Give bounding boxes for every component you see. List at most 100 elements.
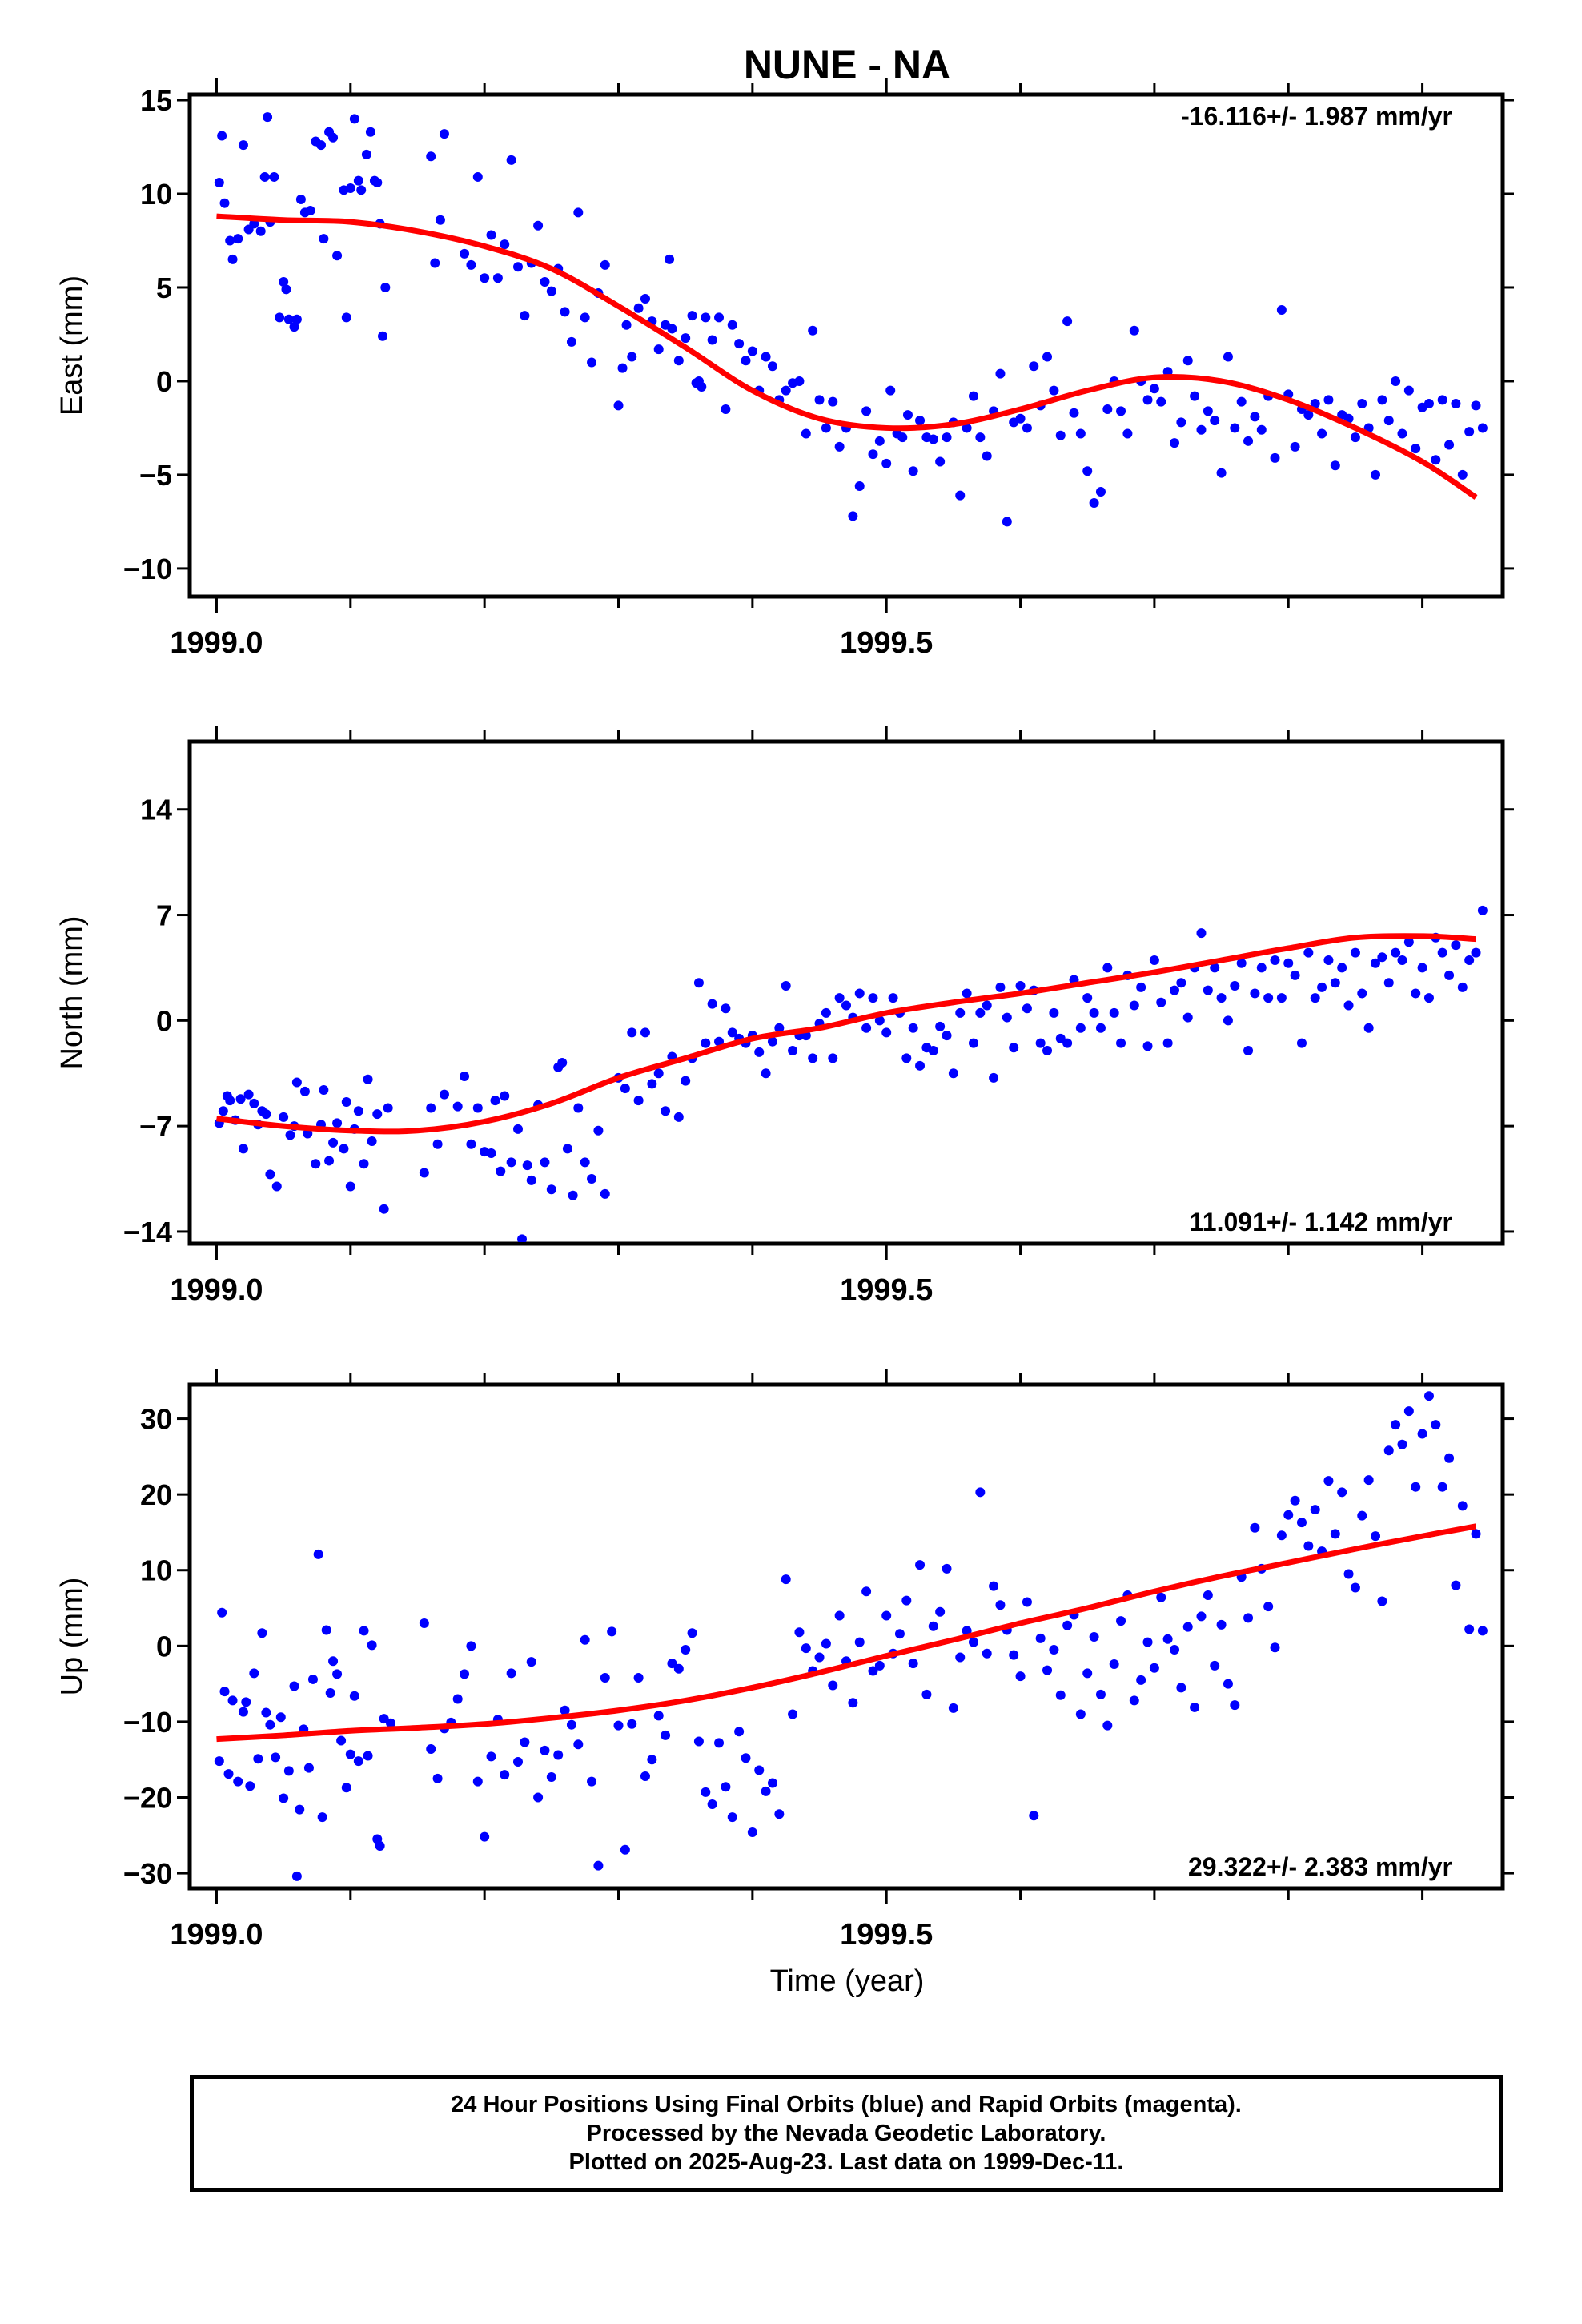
data-point: [345, 183, 355, 193]
data-point: [1471, 400, 1481, 411]
data-point: [1109, 1007, 1119, 1018]
data-point: [1423, 993, 1434, 1003]
data-point: [1350, 1582, 1360, 1593]
data-point: [808, 1053, 818, 1063]
y-axis-label-up: Up (mm): [55, 1578, 89, 1696]
data-point: [452, 1101, 463, 1112]
plot-frame-north: [187, 739, 1505, 1246]
data-point: [319, 234, 329, 244]
data-point: [861, 406, 872, 416]
data-point: [214, 177, 224, 187]
footer-line-1: 24 Hour Positions Using Final Orbits (bl…: [451, 2092, 1242, 2117]
data-point: [1343, 1000, 1354, 1011]
data-point: [513, 262, 523, 272]
data-point: [894, 1629, 905, 1639]
data-point: [553, 1750, 564, 1760]
data-point: [328, 132, 339, 143]
data-point: [653, 344, 664, 355]
data-point: [1330, 460, 1340, 471]
data-point: [341, 1783, 351, 1793]
data-point: [734, 1727, 745, 1737]
data-point: [1049, 1645, 1059, 1655]
data-point: [995, 982, 1006, 992]
data-point: [1156, 396, 1166, 407]
data-point: [721, 1782, 731, 1792]
data-point: [303, 1128, 313, 1139]
data-point: [253, 1754, 263, 1764]
data-point: [600, 1673, 610, 1683]
data-point: [673, 1112, 684, 1122]
y-tick-label-north: −7: [139, 1110, 172, 1143]
data-point: [307, 1674, 318, 1684]
data-point: [1391, 947, 1401, 958]
data-point: [1303, 1541, 1314, 1551]
data-point: [627, 1719, 637, 1729]
y-tick-label-north: 0: [156, 1004, 172, 1037]
data-point: [580, 312, 590, 323]
data-point: [1371, 469, 1381, 480]
data-point: [1223, 1015, 1233, 1026]
model-curve-up: [216, 1523, 1477, 1743]
data-point: [701, 312, 711, 323]
data-point: [935, 1606, 946, 1617]
data-point: [353, 175, 363, 186]
data-point: [271, 1181, 282, 1192]
data-point: [1437, 395, 1447, 405]
data-point: [1263, 993, 1274, 1003]
data-point: [432, 1773, 443, 1783]
data-point: [693, 1736, 704, 1747]
data-point: [496, 1166, 506, 1176]
x-tick-label-east: 1999.0: [170, 626, 263, 660]
data-point: [834, 993, 845, 1003]
data-point: [261, 1109, 271, 1120]
data-point: [283, 314, 294, 324]
data-point: [1223, 352, 1233, 362]
data-point: [1055, 1690, 1066, 1700]
data-point: [781, 1574, 791, 1585]
data-point: [249, 1098, 259, 1108]
data-point: [848, 511, 858, 521]
data-point: [928, 1045, 938, 1055]
data-point: [1437, 947, 1447, 958]
data-point: [1411, 988, 1421, 999]
data-point: [1170, 438, 1179, 448]
rate-label-north: 11.091+/- 1.142 mm/yr: [1190, 1208, 1452, 1236]
data-point: [439, 129, 449, 139]
data-point: [687, 311, 697, 321]
x-axis-label: Time (year): [770, 1964, 925, 1998]
data-point: [962, 423, 972, 433]
data-point: [747, 1827, 757, 1838]
data-point: [942, 432, 952, 443]
data-point: [566, 336, 576, 347]
y-tick-label-up: 20: [140, 1478, 172, 1511]
y-tick-label-east: 10: [140, 178, 172, 211]
data-point: [821, 423, 831, 433]
data-point: [701, 1787, 711, 1797]
data-point: [1190, 391, 1200, 401]
data-point: [517, 1234, 528, 1242]
data-point: [383, 1103, 393, 1113]
data-point: [356, 185, 367, 195]
data-point: [1270, 955, 1280, 966]
data-point: [627, 352, 637, 362]
data-point: [319, 1084, 329, 1095]
x-tick-label-east: 1999.5: [840, 626, 933, 660]
data-point: [472, 1776, 483, 1787]
data-point: [1216, 1619, 1227, 1630]
data-point: [767, 1778, 777, 1788]
data-point: [613, 400, 624, 411]
data-point: [1317, 982, 1327, 992]
data-point: [861, 1586, 872, 1597]
data-point: [1116, 1038, 1126, 1048]
data-point: [587, 1174, 597, 1184]
data-point: [1290, 970, 1300, 980]
data-point: [1270, 452, 1280, 463]
data-point: [439, 1089, 449, 1100]
data-point: [1029, 1811, 1039, 1821]
data-point: [313, 1549, 323, 1559]
data-point: [363, 1074, 373, 1084]
data-point: [245, 1781, 255, 1791]
data-point: [227, 254, 238, 264]
data-point: [1363, 1023, 1374, 1033]
data-point: [490, 1096, 500, 1106]
